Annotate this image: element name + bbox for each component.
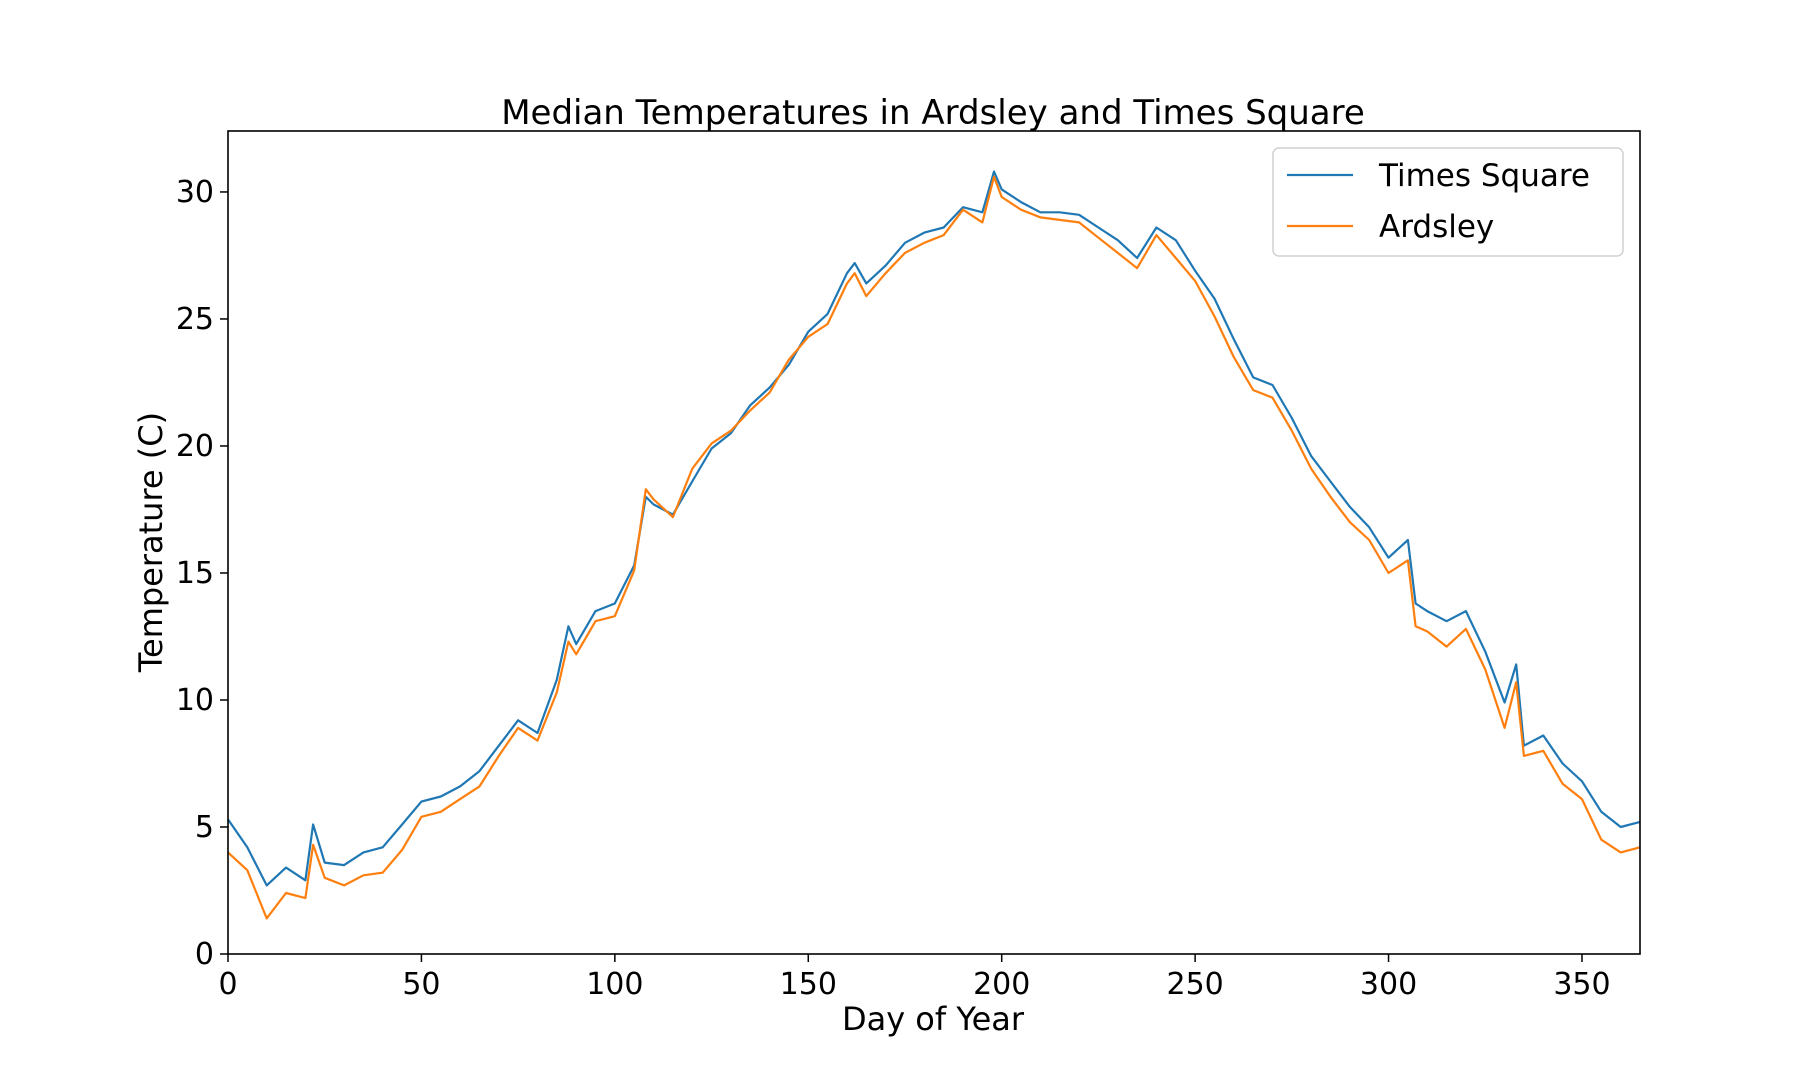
x-tick-label: 100 (586, 967, 643, 1002)
x-tick-label: 0 (218, 967, 237, 1002)
x-tick-label: 350 (1553, 967, 1610, 1002)
y-axis-label: Temperature (C) (132, 412, 170, 673)
y-axis: 0 5 10 15 20 25 30 (176, 175, 228, 972)
y-tick-label: 15 (176, 556, 214, 591)
legend-box (1272, 147, 1624, 257)
y-tick-label: 20 (176, 429, 214, 464)
x-tick-label: 50 (402, 967, 440, 1002)
x-tick-label: 200 (973, 967, 1030, 1002)
chart-title: Median Temperatures in Ardsley and Times… (501, 93, 1365, 133)
y-tick-label: 0 (195, 937, 214, 972)
legend-label-ardsley: Ardsley (1379, 209, 1494, 245)
series-layer (227, 170, 1641, 920)
y-tick-label: 25 (176, 302, 214, 337)
x-tick-label: 150 (780, 967, 837, 1002)
y-tick-label: 10 (176, 683, 214, 718)
y-tick-label: 5 (195, 810, 214, 845)
legend: Times Square Ardsley (1272, 147, 1624, 257)
legend-label-times-square: Times Square (1378, 158, 1590, 194)
plot-frame (227, 130, 1641, 955)
x-axis: 0 50 100 150 200 250 300 350 (218, 954, 1611, 1002)
x-tick-label: 250 (1166, 967, 1223, 1002)
x-tick-label: 300 (1360, 967, 1417, 1002)
series-line-times-square (227, 170, 1641, 887)
x-axis-label: Day of Year (842, 1000, 1025, 1038)
series-line-ardsley (227, 175, 1641, 920)
y-tick-label: 30 (176, 175, 214, 210)
